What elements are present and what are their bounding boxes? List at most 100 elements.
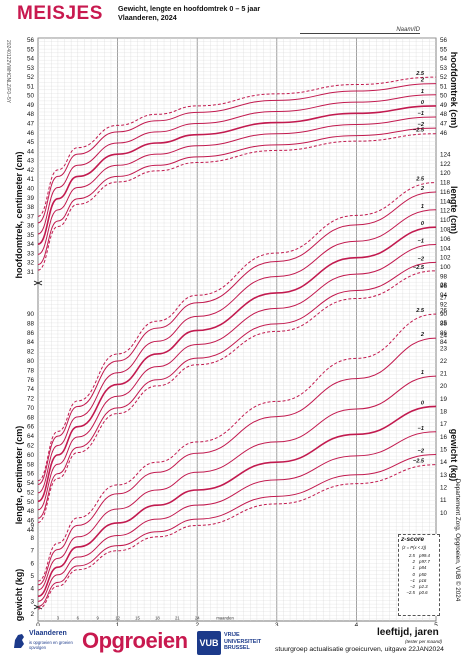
y-tick-length-right: 116 — [440, 189, 451, 196]
y-tick-length-left: 52 — [27, 489, 35, 496]
y-tick-head-right: 47 — [440, 121, 448, 128]
zscore-value: −2 — [409, 584, 415, 589]
y-tick-length-right: 118 — [440, 180, 451, 187]
y-tick-weight-right: 21 — [440, 371, 448, 378]
zscore-label-lengte: 2.5 — [415, 177, 425, 183]
credit-line: stuurgroep actualisatie groeicurven, uit… — [275, 646, 444, 653]
y-axis-title-head: hoofdomtrek, centimeter (cm) — [14, 151, 24, 278]
y-tick-length-left: 66 — [27, 424, 35, 431]
zscore-value: 0 — [412, 571, 415, 577]
curve-lengte-z1 — [37, 209, 437, 494]
x-tick-month: 6 — [77, 616, 80, 621]
y-tick-head-left: 51 — [27, 83, 35, 90]
zscore-label-lengte: −2.5 — [413, 265, 425, 271]
curve-lengte-z−2.5 — [37, 270, 437, 523]
zscore-label-gewicht: 0 — [421, 400, 425, 406]
x-axis-label: leeftijd, jaren — [377, 627, 439, 638]
zscore-label-lengte: −1 — [418, 239, 424, 245]
y-tick-length-right: 86 — [440, 330, 448, 337]
flanders-logo-subtext: is opgroeien en groeien opvolgen — [29, 640, 73, 650]
y-tick-weight-right: 18 — [440, 409, 448, 416]
y-tick-length-left: 88 — [27, 320, 35, 327]
y-tick-weight-left: 4 — [30, 586, 34, 593]
y-tick-weight-left: 7 — [30, 548, 34, 555]
zscore-legend-row: −2.5 p0.6 — [403, 590, 437, 595]
name-id-field[interactable]: Naam/ID — [300, 27, 420, 34]
y-tick-weight-right: 16 — [440, 434, 448, 441]
y-tick-length-right: 104 — [440, 245, 451, 252]
y-tick-head-left: 48 — [27, 111, 35, 118]
y-tick-weight-right: 22 — [440, 358, 448, 365]
percentile-value: p97.7 — [419, 559, 430, 565]
y-tick-length-left: 64 — [27, 433, 35, 440]
y-tick-weight-right: 14 — [440, 459, 448, 466]
y-tick-head-left: 50 — [27, 93, 35, 100]
x-tick-year: 0 — [36, 622, 40, 626]
y-tick-head-left: 33 — [27, 250, 35, 257]
percentile-value: p99.4 — [419, 553, 430, 558]
zscore-legend-row: 1 p84 — [403, 565, 437, 570]
y-tick-head-left: 35 — [27, 232, 35, 239]
x-tick-year: 4 — [355, 622, 359, 626]
y-tick-head-right: 46 — [440, 130, 448, 137]
x-tick-month: 18 — [155, 616, 160, 621]
y-tick-weight-left: 2 — [30, 611, 34, 618]
y-tick-length-left: 90 — [27, 311, 35, 318]
zscore-value: 2 — [412, 559, 415, 565]
vub-text-1: VRIJE — [224, 632, 240, 638]
y-tick-head-left: 52 — [27, 74, 35, 81]
right-credit-text: Departement Zorg, Opgroeien, VUB © 2024 — [454, 479, 462, 602]
y-tick-length-left: 72 — [27, 396, 35, 403]
y-tick-head-left: 43 — [27, 158, 35, 165]
vub-text-3: BRUSSEL — [224, 645, 250, 651]
curve-gewicht-z−2.5 — [37, 464, 437, 610]
zscore-label-lengte: 2 — [420, 186, 425, 192]
x-tick-month: 12 — [115, 616, 120, 621]
y-tick-length-left: 68 — [27, 414, 35, 421]
y-tick-weight-right: 20 — [440, 383, 448, 390]
zscore-label-gewicht: −2.5 — [413, 459, 425, 465]
y-tick-length-left: 70 — [27, 405, 35, 412]
zscore-label-gewicht: 2.5 — [415, 308, 425, 314]
y-tick-length-left: 74 — [27, 386, 35, 393]
x-tick-month: 24 — [195, 616, 200, 621]
y-tick-length-right: 108 — [440, 227, 451, 234]
y-tick-length-right: 122 — [440, 161, 451, 168]
curve-lengte-z−2 — [37, 261, 437, 519]
y-tick-head-left: 38 — [27, 204, 35, 211]
y-tick-length-right: 90 — [440, 311, 448, 318]
zscore-label-hoofdomtrek: −2.5 — [413, 128, 425, 134]
x-tick-month: 15 — [135, 616, 140, 621]
y-axis-title-length: lengte, centimeter (cm) — [14, 426, 24, 525]
y-tick-head-left: 36 — [27, 223, 35, 230]
y-tick-head-left: 42 — [27, 167, 35, 174]
y-tick-length-left: 86 — [27, 330, 35, 337]
y-tick-head-left: 39 — [27, 195, 35, 202]
percentile-value: p16 — [419, 577, 427, 583]
y-tick-head-right: 48 — [440, 111, 448, 118]
x-tick-month: 3 — [57, 616, 60, 621]
curve-hoofdomtrek-z−2.5 — [37, 133, 437, 271]
curve-lengte-z−1 — [37, 244, 437, 511]
chart-subtitle-2: Vlaanderen, 2024 — [118, 13, 177, 22]
y-tick-head-left: 44 — [27, 148, 35, 155]
y-tick-length-right: 120 — [440, 170, 451, 177]
y-tick-head-right: 53 — [440, 65, 448, 72]
y-tick-length-left: 48 — [27, 508, 35, 515]
y-axis-title-length-right: lengte (cm) — [449, 186, 459, 234]
y-tick-head-left: 54 — [27, 56, 35, 63]
x-tick-year: 2 — [195, 622, 199, 626]
y-tick-length-right: 94 — [440, 292, 448, 299]
zscore-label-gewicht: −1 — [418, 426, 424, 432]
y-tick-weight-right: 13 — [440, 472, 448, 479]
curve-hoofdomtrek-z2.5 — [37, 76, 437, 217]
y-tick-head-left: 49 — [27, 102, 35, 109]
opgroeien-logo: Opgroeien — [82, 628, 188, 653]
zscore-legend-row: 2 p97.7 — [403, 559, 437, 564]
zscore-label-gewicht: 2 — [420, 332, 425, 338]
y-tick-length-right: 88 — [440, 320, 448, 327]
chart-subtitle-1: Gewicht, lengte en hoofdomtrek 0 – 5 jaa… — [118, 4, 261, 13]
zscore-legend-row: 2.5 p99.4 — [403, 553, 437, 558]
curve-gewicht-z−2 — [37, 454, 437, 607]
zscore-label-lengte: −2 — [418, 256, 425, 262]
